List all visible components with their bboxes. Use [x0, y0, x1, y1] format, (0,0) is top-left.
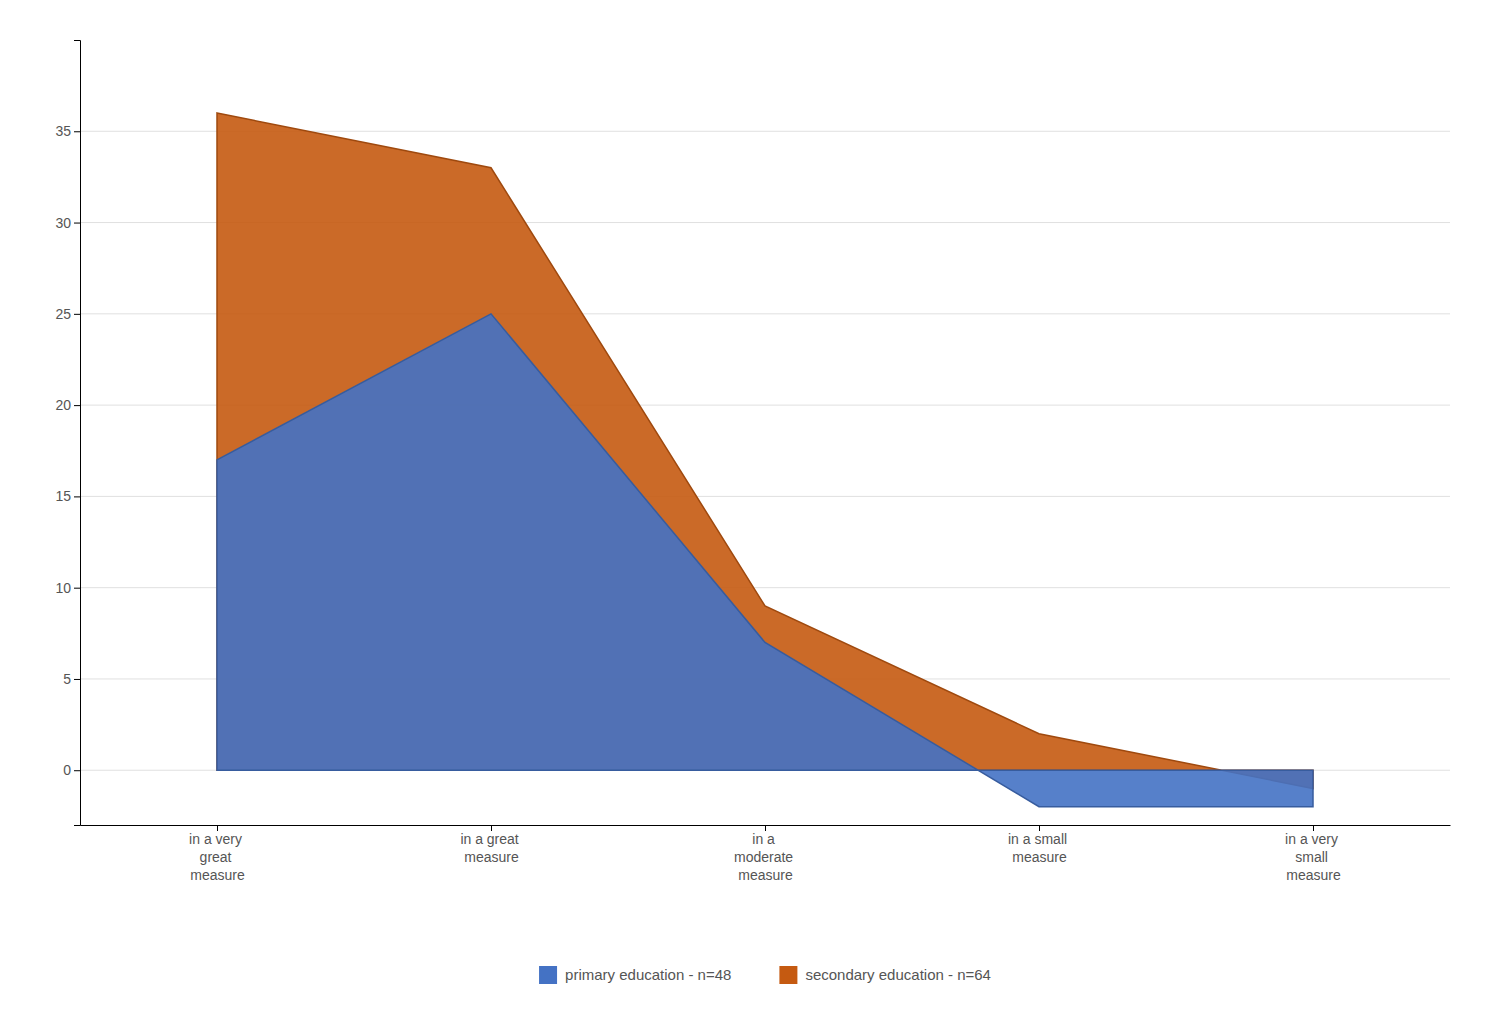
y-tick: 30	[55, 215, 80, 231]
x-tick-label-line: in a small	[1008, 831, 1071, 847]
y-tick-label: 5	[63, 671, 71, 687]
legend-swatch	[779, 966, 797, 984]
y-tick-label: 35	[55, 123, 71, 139]
x-tick-label: in a moderate measure	[734, 831, 797, 883]
y-tick-mark	[74, 588, 80, 589]
y-tick: 20	[55, 397, 80, 413]
y-axis: 0 5 10 15 20 25 30 35	[55, 41, 80, 826]
x-tick-label-line: measure	[190, 867, 245, 883]
y-tick-mark	[74, 770, 80, 771]
x-tick-label-line: measure	[738, 867, 793, 883]
plot: 05101520253035in a very great measurein …	[55, 41, 1450, 884]
area	[217, 314, 1313, 807]
x-tick: in a very great measure	[189, 825, 246, 883]
y-tick-mark	[74, 314, 80, 315]
legend-label: primary education - n=48	[565, 966, 731, 983]
x-tick: in a great measure	[460, 825, 522, 865]
legend-label: secondary education - n=64	[805, 966, 991, 983]
y-tick-mark	[74, 223, 80, 224]
y-tick-label: 0	[63, 762, 71, 778]
y-axis-line	[74, 41, 81, 826]
y-tick-label: 10	[55, 580, 71, 596]
y-tick: 35	[55, 123, 80, 139]
y-tick-mark	[74, 131, 80, 132]
y-tick: 10	[55, 580, 80, 596]
legend-item: secondary education - n=64	[779, 966, 991, 984]
y-tick-label: 15	[55, 488, 71, 504]
x-tick-label-line: measure	[464, 849, 519, 865]
x-tick: in a small measure	[1008, 825, 1071, 865]
y-tick-mark	[74, 405, 80, 406]
legend-swatch	[539, 966, 557, 984]
y-tick-label: 25	[55, 306, 71, 322]
y-tick: 15	[55, 488, 80, 504]
legend-item: primary education - n=48	[539, 966, 731, 984]
y-tick-label: 20	[55, 397, 71, 413]
x-tick-label: in a great measure	[460, 831, 522, 865]
y-tick-mark	[74, 496, 80, 497]
y-tick: 25	[55, 306, 80, 322]
x-tick-label: in a very small measure	[1285, 831, 1342, 883]
x-tick-label-line: measure	[1286, 867, 1341, 883]
x-tick-label-line: small	[1295, 849, 1332, 865]
x-tick-label: in a very great measure	[189, 831, 246, 883]
series-group	[217, 113, 1313, 807]
y-tick-mark	[74, 679, 80, 680]
x-tick-label-line: measure	[1012, 849, 1067, 865]
x-tick-label-line: in a very	[189, 831, 246, 847]
legend: primary education - n=48 secondary educat…	[539, 966, 991, 984]
x-tick-label-line: moderate	[734, 849, 797, 865]
x-tick-label-line: great	[200, 849, 236, 865]
x-tick-label: in a small measure	[1008, 831, 1071, 865]
y-tick: 5	[63, 671, 80, 687]
x-tick-label-line: in a very	[1285, 831, 1342, 847]
x-tick-label-line: in a	[752, 831, 778, 847]
y-tick-label: 30	[55, 215, 71, 231]
x-axis: in a very great measurein a great measur…	[81, 825, 1451, 883]
chart: 05101520253035in a very great measurein …	[0, 0, 1500, 1025]
x-tick: in a moderate measure	[734, 825, 797, 883]
x-tick: in a very small measure	[1285, 825, 1342, 883]
y-tick: 0	[63, 762, 80, 778]
x-tick-label-line: in a great	[460, 831, 522, 847]
